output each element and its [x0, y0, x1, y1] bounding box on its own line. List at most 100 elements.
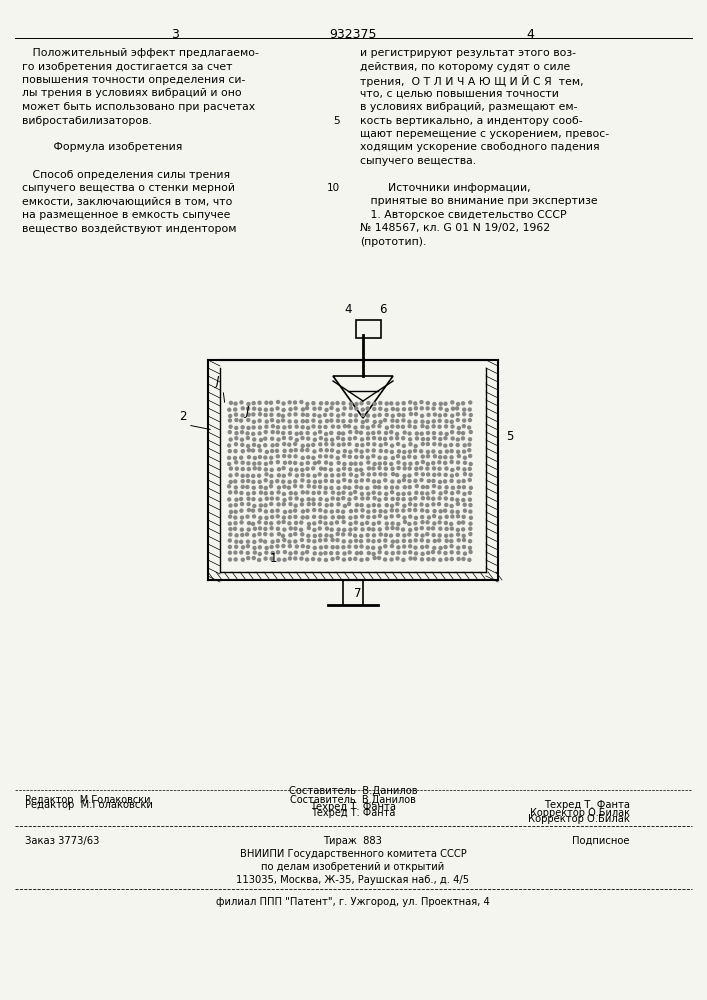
Circle shape	[301, 426, 304, 429]
Circle shape	[259, 497, 262, 500]
Circle shape	[264, 467, 267, 470]
Circle shape	[294, 510, 297, 513]
Circle shape	[367, 467, 370, 470]
Circle shape	[269, 491, 273, 494]
Circle shape	[330, 461, 333, 464]
Circle shape	[426, 552, 428, 555]
Circle shape	[306, 498, 309, 501]
Circle shape	[392, 539, 395, 542]
Circle shape	[445, 425, 448, 428]
Circle shape	[276, 414, 279, 417]
Circle shape	[343, 407, 346, 410]
Circle shape	[348, 533, 351, 536]
Circle shape	[421, 498, 424, 501]
Circle shape	[463, 552, 466, 555]
Circle shape	[402, 504, 405, 507]
Circle shape	[451, 509, 454, 512]
Circle shape	[469, 558, 472, 561]
Circle shape	[451, 401, 454, 404]
Circle shape	[300, 557, 303, 560]
Circle shape	[264, 491, 267, 494]
Circle shape	[366, 419, 369, 422]
Text: Составитель  В.Данилов: Составитель В.Данилов	[288, 786, 417, 796]
Circle shape	[313, 407, 316, 410]
Circle shape	[271, 450, 274, 453]
Text: 4: 4	[344, 303, 352, 316]
Circle shape	[420, 450, 423, 453]
Circle shape	[426, 413, 429, 416]
Circle shape	[313, 426, 316, 429]
Circle shape	[330, 510, 333, 513]
Circle shape	[271, 545, 274, 548]
Circle shape	[426, 504, 428, 507]
Circle shape	[228, 450, 232, 453]
Circle shape	[450, 468, 453, 471]
Circle shape	[341, 456, 344, 459]
Circle shape	[385, 552, 388, 555]
Circle shape	[301, 479, 305, 482]
Circle shape	[391, 522, 394, 525]
Circle shape	[391, 407, 394, 410]
Circle shape	[373, 462, 376, 465]
Circle shape	[360, 546, 363, 549]
Circle shape	[305, 438, 309, 441]
Circle shape	[462, 468, 465, 471]
Circle shape	[408, 551, 411, 554]
Circle shape	[252, 539, 255, 542]
Circle shape	[408, 540, 411, 543]
Circle shape	[390, 401, 393, 404]
Circle shape	[396, 534, 399, 537]
Circle shape	[317, 515, 321, 518]
Circle shape	[258, 480, 261, 483]
Circle shape	[366, 456, 370, 459]
Circle shape	[252, 516, 255, 519]
Circle shape	[361, 474, 364, 477]
Circle shape	[385, 546, 387, 549]
Circle shape	[324, 456, 327, 459]
Circle shape	[403, 449, 406, 452]
Circle shape	[438, 407, 442, 410]
Circle shape	[355, 504, 358, 507]
Circle shape	[456, 408, 459, 411]
Circle shape	[402, 408, 405, 411]
Circle shape	[343, 420, 346, 423]
Circle shape	[468, 450, 471, 453]
Circle shape	[385, 449, 387, 452]
Circle shape	[276, 479, 280, 482]
Circle shape	[397, 413, 400, 416]
Circle shape	[462, 444, 465, 447]
Circle shape	[462, 492, 465, 495]
Circle shape	[270, 503, 273, 506]
Circle shape	[325, 432, 328, 435]
Circle shape	[354, 515, 357, 518]
Circle shape	[300, 474, 303, 477]
Circle shape	[397, 485, 400, 488]
Circle shape	[234, 402, 237, 405]
Circle shape	[397, 528, 399, 531]
Circle shape	[320, 402, 322, 405]
Circle shape	[276, 449, 279, 452]
Circle shape	[247, 552, 250, 555]
Circle shape	[312, 462, 315, 465]
Circle shape	[403, 527, 406, 530]
Circle shape	[438, 462, 441, 465]
Circle shape	[390, 533, 393, 536]
Circle shape	[433, 527, 436, 530]
Circle shape	[428, 468, 431, 471]
Circle shape	[354, 401, 358, 404]
Circle shape	[276, 539, 279, 542]
Circle shape	[348, 456, 351, 459]
Circle shape	[257, 449, 261, 452]
Circle shape	[252, 491, 255, 494]
Circle shape	[372, 534, 375, 537]
Circle shape	[276, 402, 280, 405]
Circle shape	[313, 545, 317, 548]
Circle shape	[296, 545, 298, 548]
Circle shape	[306, 510, 309, 513]
Circle shape	[258, 455, 261, 458]
Circle shape	[259, 552, 262, 555]
Circle shape	[283, 491, 286, 494]
Circle shape	[361, 516, 363, 519]
Circle shape	[427, 449, 431, 452]
Circle shape	[229, 414, 232, 417]
